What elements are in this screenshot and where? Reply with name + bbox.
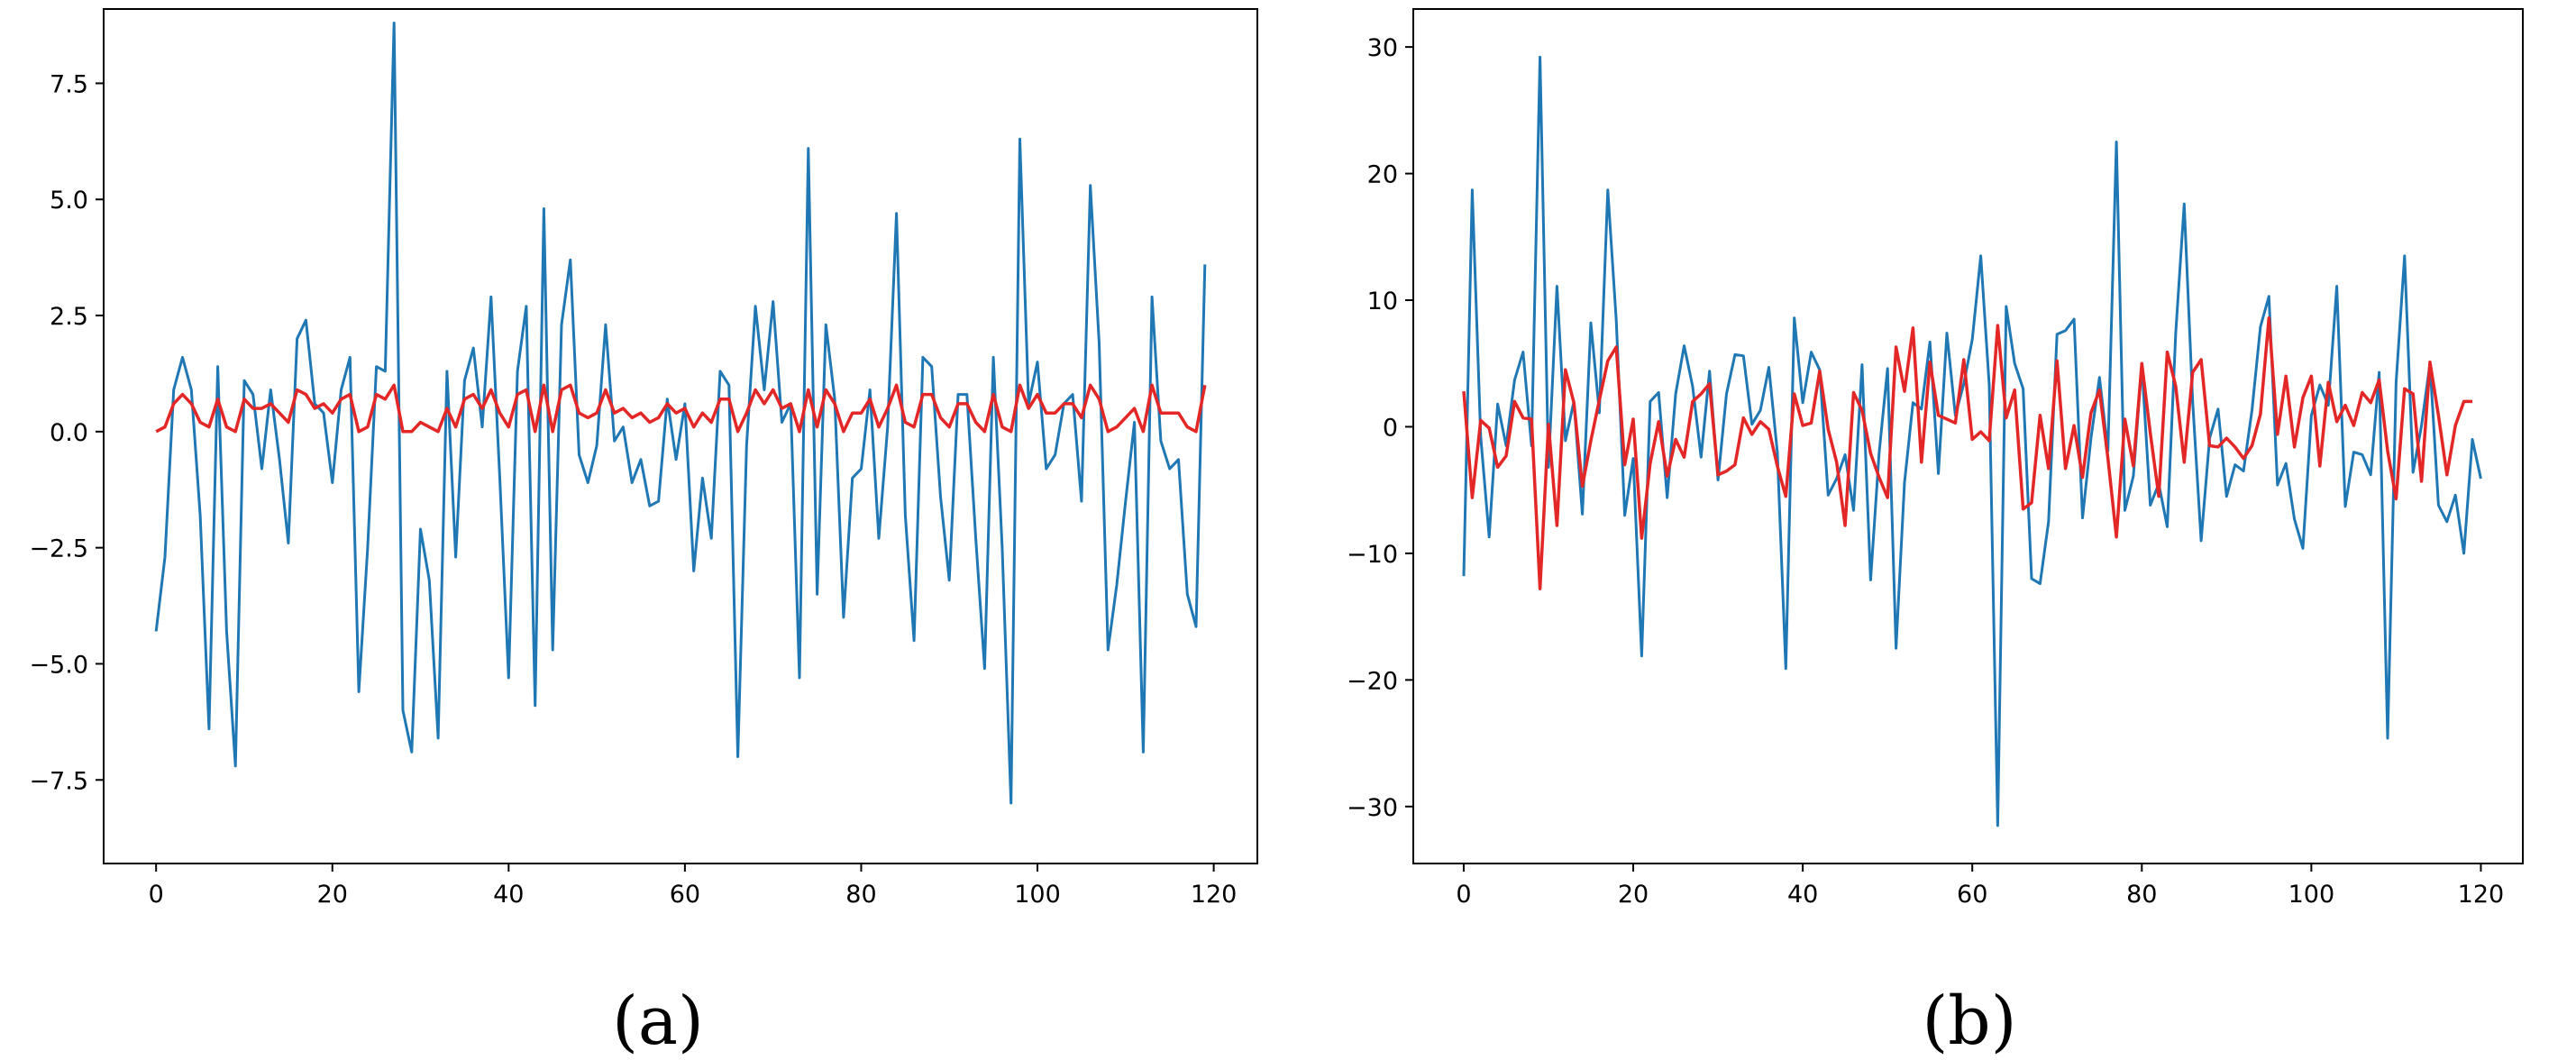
- series-line-red: [155, 383, 1207, 434]
- y-tick-label: −10: [1347, 541, 1398, 569]
- x-tick-label: 80: [845, 881, 876, 909]
- y-tick-label: 10: [1367, 288, 1398, 315]
- x-tick-label: 60: [670, 881, 700, 909]
- series-line-blue: [1462, 55, 2482, 827]
- x-tick-label: 80: [2126, 881, 2157, 909]
- x-tick-label: 100: [1014, 881, 1061, 909]
- chart-panel-b: 0 20 40 60 80 100 120 −30 −20 −10 0 10 20 30 (b): [1347, 8, 2524, 1060]
- x-tick-label: 100: [2288, 881, 2335, 909]
- series-line-red: [1462, 315, 2472, 590]
- x-tick-label: 40: [1787, 881, 1818, 909]
- y-tick-label: 30: [1367, 34, 1398, 62]
- x-tick-label: 120: [2458, 881, 2505, 909]
- y-tick-label: 7.5: [50, 70, 88, 98]
- panel-caption: (a): [612, 982, 704, 1060]
- x-tick-label: 40: [493, 881, 524, 909]
- chart-panel-a: 0 20 40 60 80 100 120 −7.5 −5.0 −2.5 0.0 2.5 5.0 7.5 (…: [29, 8, 1258, 1060]
- y-tick-label: 20: [1367, 161, 1398, 189]
- y-tick-label: 5.0: [50, 187, 88, 215]
- y-tick-label: −30: [1347, 794, 1398, 822]
- y-tick-label: −20: [1347, 667, 1398, 695]
- y-tick-label: −7.5: [29, 767, 88, 795]
- series-line-blue: [154, 22, 1207, 805]
- y-tick-label: 2.5: [50, 303, 88, 331]
- y-tick-label: 0.0: [50, 419, 88, 447]
- plot-frame: [103, 8, 1258, 864]
- x-tick-label: 20: [317, 881, 348, 909]
- plot-frame: [1412, 8, 2524, 864]
- panel-caption: (b): [1922, 982, 2016, 1060]
- x-tick-label: 20: [1618, 881, 1649, 909]
- y-tick-label: −2.5: [29, 535, 88, 563]
- x-tick-label: 0: [1456, 881, 1471, 909]
- x-tick-label: 120: [1191, 881, 1238, 909]
- y-tick-label: 0: [1383, 414, 1398, 442]
- x-tick-label: 60: [1957, 881, 1987, 909]
- x-tick-label: 0: [149, 881, 164, 909]
- y-tick-label: −5.0: [29, 651, 88, 679]
